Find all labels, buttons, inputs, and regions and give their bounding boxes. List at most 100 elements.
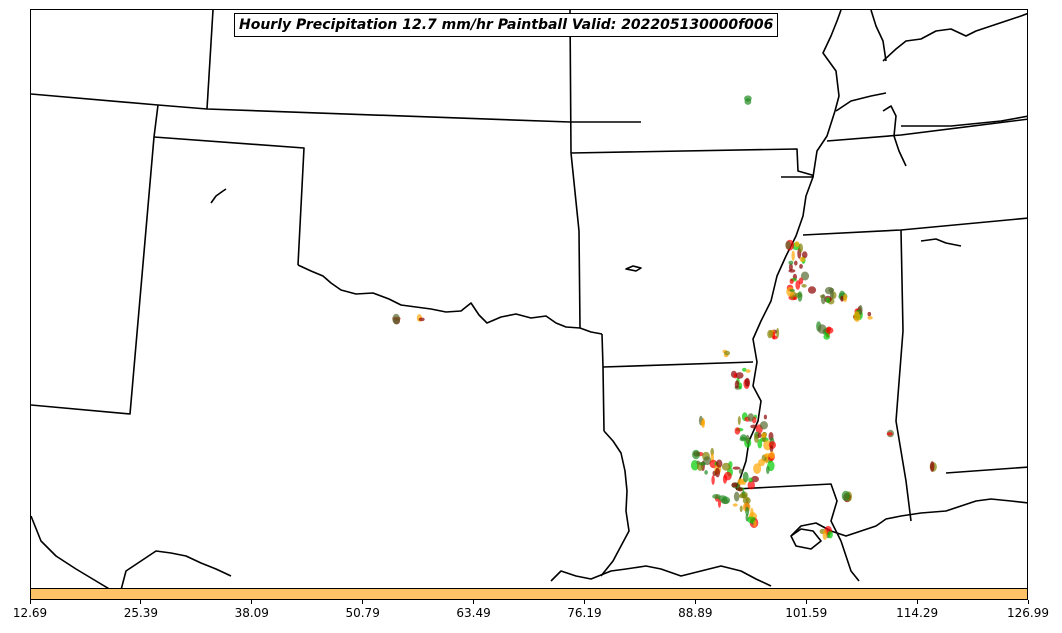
paintball-blob xyxy=(800,271,810,281)
paintball-blob xyxy=(738,382,743,390)
paintball-blob xyxy=(799,256,806,262)
paintball-blob xyxy=(867,311,872,317)
paintball-blob xyxy=(766,466,770,474)
arkansas-lake xyxy=(625,265,642,272)
paintball-blob xyxy=(769,445,774,453)
paintball-blob xyxy=(748,477,753,483)
paintball-blob xyxy=(797,291,803,302)
colorbar-tick-label: 12.69 xyxy=(12,606,48,620)
ar-tx-border xyxy=(601,333,605,432)
paintball-blob xyxy=(757,439,763,449)
paintball-blob xyxy=(750,424,757,429)
precipitation-paintballs xyxy=(392,95,937,541)
paintball-blob xyxy=(745,513,749,522)
la-ms-border xyxy=(735,483,842,542)
paintball-blob xyxy=(699,461,706,466)
paintball-blob xyxy=(828,287,835,293)
lake-pontchartrain xyxy=(790,528,822,550)
gulf-coast-ms xyxy=(790,498,1027,537)
paintball-blob xyxy=(721,462,731,471)
mobile-bay xyxy=(840,540,860,582)
paintball-blob xyxy=(712,494,721,499)
paintball-blob xyxy=(742,367,747,372)
colorbar-tick-label: 50.79 xyxy=(345,606,380,620)
paintball-blob xyxy=(747,480,755,490)
paintball-blob xyxy=(820,294,826,305)
paintball-blob xyxy=(827,531,833,539)
paintball-blob xyxy=(886,432,893,436)
nm-west-border xyxy=(31,104,159,415)
paintball-blob xyxy=(785,240,791,250)
paintball-blob xyxy=(799,264,803,269)
paintball-blob xyxy=(788,260,794,265)
paintball-blob xyxy=(764,453,771,458)
colorbar-tick-label: 38.09 xyxy=(234,606,269,620)
paintball-blob xyxy=(745,506,750,516)
gulf-coast-tx2 xyxy=(120,550,232,588)
paintball-blob xyxy=(745,369,751,373)
paintball-blob xyxy=(711,475,715,485)
colorbar-tick-mark xyxy=(916,600,918,604)
colorado-lake xyxy=(210,188,227,204)
map-panel xyxy=(30,9,1028,589)
co-nm-border xyxy=(31,93,571,123)
paintball-blob xyxy=(776,327,780,338)
colorbar-tick-label: 76.19 xyxy=(567,606,602,620)
paintball-blob xyxy=(692,449,700,460)
paintball-blob xyxy=(735,372,744,379)
colorbar-tick-mark xyxy=(251,600,253,604)
colorbar-tick-label: 101.59 xyxy=(785,606,828,620)
paintball-blob xyxy=(738,493,748,499)
paintball-blob xyxy=(801,251,808,259)
chart-title: Hourly Precipitation 12.7 mm/hr Paintbal… xyxy=(234,13,779,37)
paintball-blob xyxy=(763,414,768,420)
paintball-blob xyxy=(761,432,767,438)
ms-al-border xyxy=(895,229,912,522)
ar-la-border xyxy=(602,361,754,368)
colorbar-tick-mark xyxy=(140,600,142,604)
mo-ar-border xyxy=(570,148,814,178)
paintball-blob xyxy=(732,466,741,470)
paintball-blob xyxy=(701,419,705,425)
paintball-blob xyxy=(789,289,795,292)
colorbar-tick-mark xyxy=(473,600,475,604)
colorbar-tick-label: 88.89 xyxy=(678,606,713,620)
colorbar-tick-label: 126.99 xyxy=(1007,606,1049,620)
paintball-blob xyxy=(754,433,759,443)
paintball-blob xyxy=(801,284,807,288)
state-boundaries xyxy=(31,10,1027,588)
ms-tn-border xyxy=(802,217,1027,236)
colorbar-tick-mark xyxy=(805,600,807,604)
paintball-blob xyxy=(740,434,747,441)
wisconsin-border xyxy=(870,10,887,62)
paintball-blob xyxy=(734,427,741,435)
paintball-blob xyxy=(840,295,844,302)
ky-tn-north xyxy=(826,118,1027,142)
paintball-blob xyxy=(841,490,850,501)
paintball-blob xyxy=(704,470,708,475)
paintball-blob xyxy=(930,461,935,472)
paintball-blob xyxy=(733,491,740,502)
indiana-region xyxy=(901,115,1027,127)
paintball-blob xyxy=(750,507,754,518)
paintball-blob xyxy=(744,377,750,387)
paintball-blob xyxy=(753,463,762,474)
paintball-blob xyxy=(737,480,742,484)
paintball-blob xyxy=(826,297,830,304)
colorbar-tick-label: 114.29 xyxy=(896,606,939,620)
paintball-blob xyxy=(715,467,720,478)
paintball-blob xyxy=(826,326,832,332)
paintball-blob xyxy=(392,313,401,325)
paintball-blob xyxy=(753,520,757,528)
wy-co-border xyxy=(206,10,214,110)
paintball-blob xyxy=(795,280,801,290)
paintball-blob xyxy=(734,380,740,389)
paintball-blob xyxy=(858,304,863,316)
paintball-blob xyxy=(769,451,775,459)
paintball-blob xyxy=(843,293,848,303)
lake-michigan xyxy=(882,105,907,167)
paintball-blob xyxy=(716,459,723,468)
tn-river xyxy=(920,238,962,247)
al-fl-border xyxy=(945,466,1027,474)
paintball-blob xyxy=(794,260,798,266)
